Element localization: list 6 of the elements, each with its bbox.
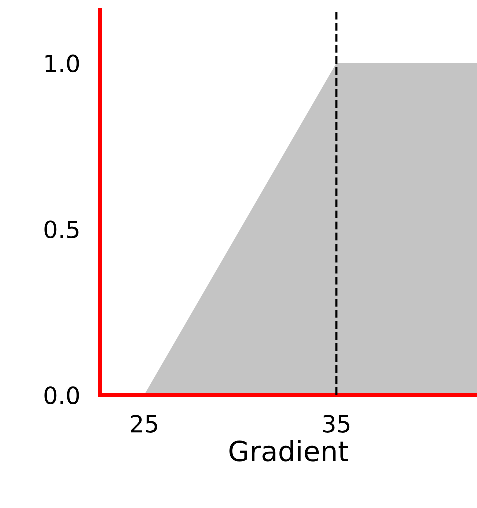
y-tick-label: 0.0 — [44, 386, 80, 405]
y-tick-label: 1.0 — [46, 54, 80, 73]
y-tick-label: 0.5 — [44, 220, 79, 239]
x-tick-label: 25 — [131, 415, 158, 433]
x-axis-title: Gradient — [230, 440, 348, 462]
x-tick-label: 35 — [323, 415, 350, 433]
